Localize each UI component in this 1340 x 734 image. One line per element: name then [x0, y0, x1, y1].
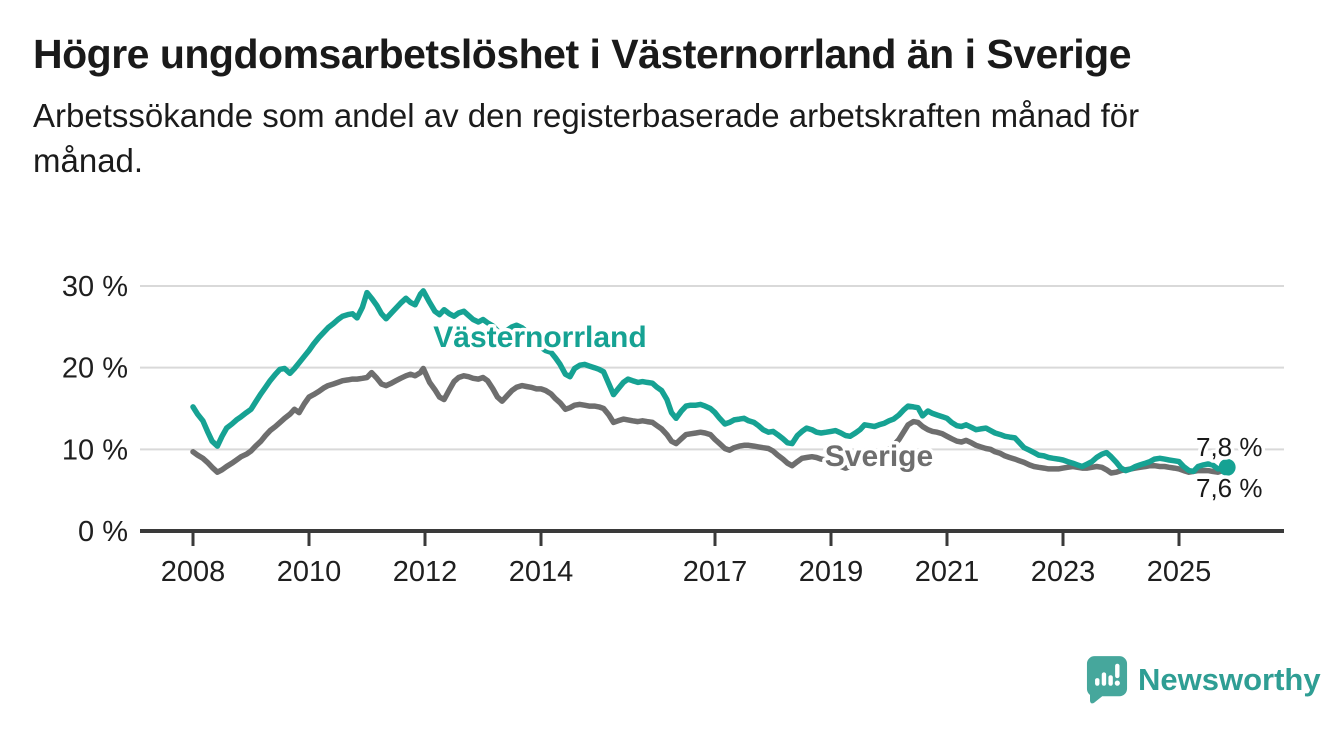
page-subtitle: Arbetssökande som andel av den registerb…	[33, 97, 1140, 179]
newsworthy-logo[interactable]: Newsworthy	[1086, 655, 1321, 704]
x-tick-label: 2021	[915, 556, 980, 588]
end-value-label-sverige: 7,6 %	[1196, 473, 1263, 503]
newsworthy-speech-bubble-bar-chart-icon	[1086, 656, 1128, 704]
series-line-sverige	[190, 365, 1230, 476]
y-tick-label: 20 %	[62, 353, 128, 385]
x-tick-label: 2010	[277, 556, 342, 588]
x-tick-label: 2023	[1031, 556, 1096, 588]
series-label-sverige: Sverige	[825, 440, 933, 473]
x-tick-label: 2012	[393, 556, 458, 588]
end-value-label-vasternorrland: 7,8 %	[1196, 432, 1263, 462]
chart-layers: 2008 2010 2012 2014 2017 2019 2021 2023 2025 0 % 1…	[62, 271, 1284, 588]
series-end-dot	[1218, 458, 1236, 476]
y-tick-label: 10 %	[62, 434, 128, 466]
x-tick-label: 2014	[509, 556, 574, 588]
x-tick-label: 2008	[161, 556, 226, 588]
series-line-västernorrland	[190, 288, 1230, 475]
y-tick-label: 30 %	[62, 271, 128, 303]
brand-name: Newsworthy	[1138, 661, 1321, 697]
x-tick-label: 2017	[683, 556, 748, 588]
page-title: Högre ungdomsarbetslöshet i Västernorrla…	[33, 31, 1132, 77]
x-tick-label: 2019	[799, 556, 864, 588]
x-tick-label: 2025	[1147, 556, 1212, 588]
chart-header: Högre ungdomsarbetslöshet i Västernorrla…	[33, 28, 1273, 183]
y-tick-label: 0 %	[78, 516, 128, 548]
series-label-vasternorrland: Västernorrland	[433, 321, 646, 354]
